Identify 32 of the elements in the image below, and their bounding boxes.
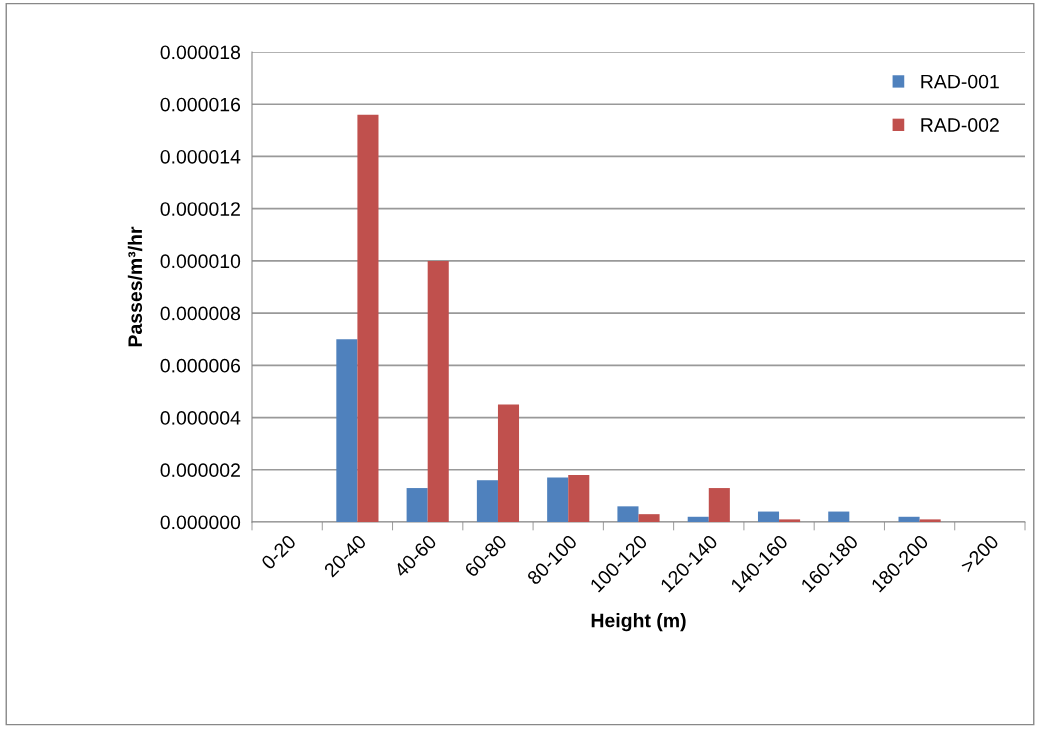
- bar: [568, 475, 590, 522]
- bar: [406, 488, 428, 522]
- bar: [919, 519, 941, 522]
- bar: [547, 477, 569, 522]
- y-tick-label: 0.000006: [160, 358, 241, 373]
- y-tick-label: 0.000016: [160, 97, 241, 112]
- bar: [427, 260, 449, 522]
- y-tick-label: 0.000010: [160, 254, 241, 269]
- bar: [779, 519, 801, 522]
- bar: [898, 516, 920, 522]
- bar: [617, 506, 639, 522]
- x-axis-title: Height (m): [591, 613, 686, 632]
- y-tick-label: 0.000000: [160, 515, 241, 530]
- y-tick-label: 0.000014: [160, 149, 241, 164]
- bar: [638, 514, 660, 522]
- bar: [828, 511, 850, 522]
- bar: [708, 488, 730, 522]
- y-tick-label: 0.000004: [160, 411, 241, 425]
- legend-label: RAD-002: [921, 118, 999, 132]
- y-tick-label: 0.000002: [160, 463, 240, 478]
- bar: [757, 511, 780, 522]
- legend-label: RAD-001: [921, 74, 999, 89]
- x-tick-label: 0-20: [260, 534, 297, 571]
- y-tick-label: 0.000008: [160, 306, 241, 321]
- bar: [497, 404, 520, 522]
- y-axis-title: Passes/m³/hr: [127, 226, 143, 347]
- bar: [357, 114, 379, 522]
- y-tick-label: 0.000018: [160, 45, 241, 60]
- bar: [476, 480, 498, 522]
- y-tick-label: 0.000012: [160, 202, 240, 216]
- bar: [336, 339, 358, 522]
- bar: [687, 516, 709, 522]
